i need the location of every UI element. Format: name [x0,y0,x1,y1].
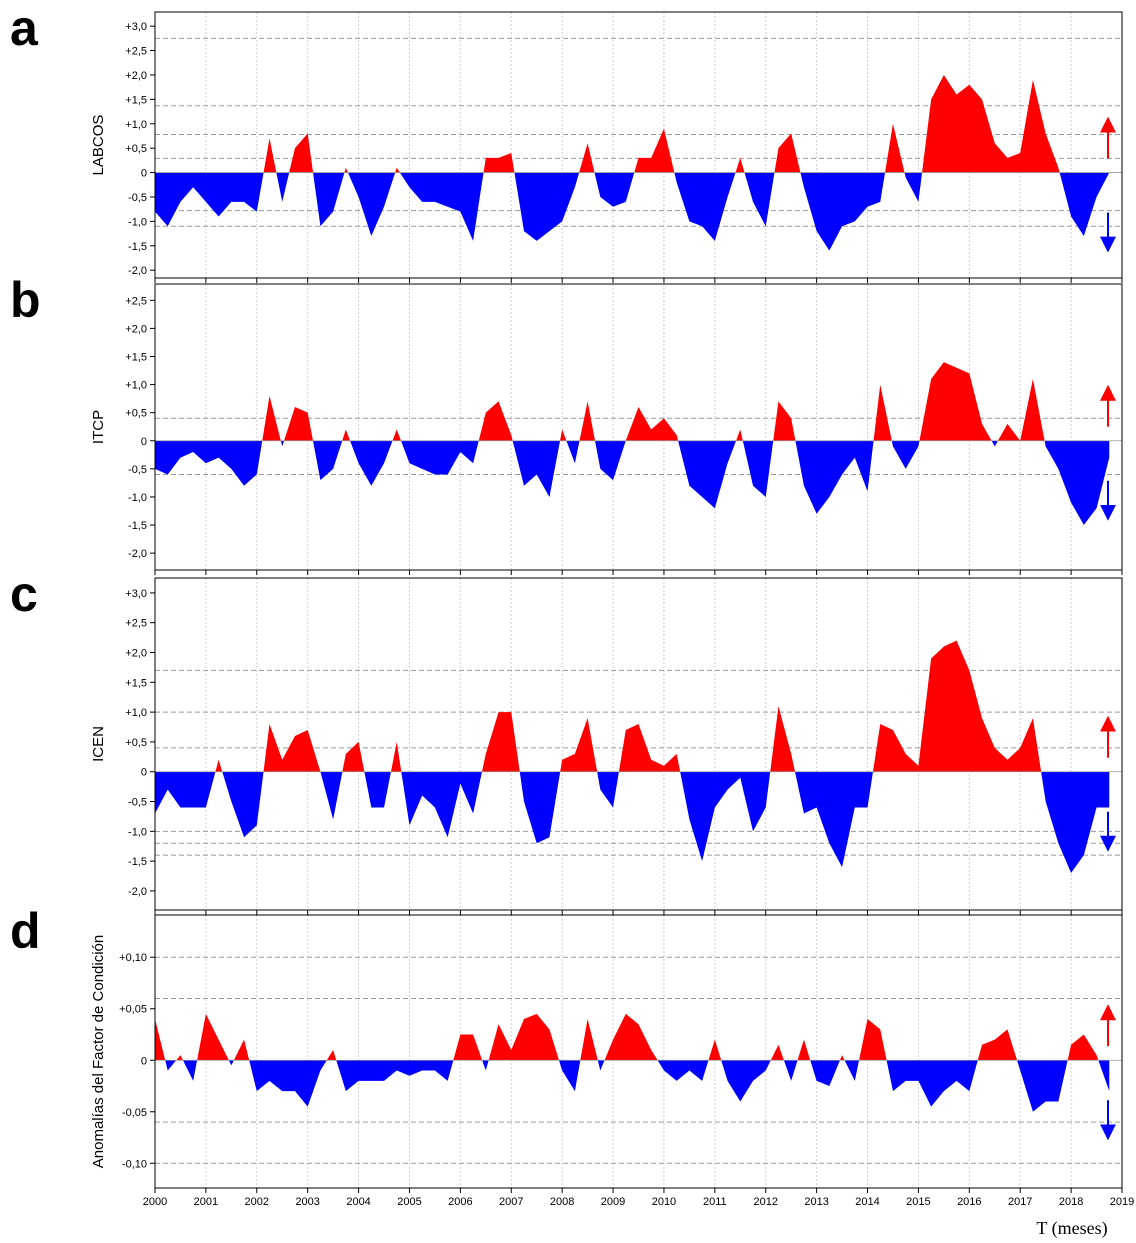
x-tick-label: 2001 [194,1196,218,1208]
y-tick-label: -0,5 [128,464,147,476]
x-tick-label: 2018 [1059,1196,1083,1208]
panel-letter: a [10,0,39,56]
y-tick-label: +1,5 [125,677,147,689]
y-tick-label: -1,0 [128,826,147,838]
x-tick-label: 2013 [804,1196,828,1208]
y-tick-label: 0 [141,436,147,448]
panel-letter: b [10,272,41,328]
area [155,1013,1110,1112]
plot-frame [154,11,1123,279]
y-tick-label: +0,05 [119,1004,147,1016]
x-tick-label: 2002 [245,1196,269,1208]
y-tick-label: +2,5 [125,46,147,58]
y-tick-label: +0,5 [125,143,147,155]
y-tick-label: +0,5 [125,737,147,749]
x-tick-label: 2015 [906,1196,930,1208]
plot-frame [154,283,1123,571]
y-tick-label: +1,0 [125,380,147,392]
y-tick-label: +2,0 [125,323,147,335]
x-tick-label: 2006 [448,1196,472,1208]
x-tick-label: 2004 [346,1196,370,1208]
x-tick-label: 2019 [1110,1196,1134,1208]
y-tick-label: -0,05 [122,1107,147,1119]
y-tick-label: +2,5 [125,618,147,630]
y-tick-label: -2,0 [128,265,147,277]
y-tick-label: 0 [141,767,147,779]
plot-frame [154,577,1123,911]
x-tick-label: 2012 [753,1196,777,1208]
y-tick-label: +2,5 [125,295,147,307]
y-tick-label: -1,5 [128,520,147,532]
x-tick-label: 2007 [499,1196,523,1208]
area [155,640,1110,874]
y-tick-label: +3,0 [125,21,147,33]
y-tick-label: 0 [141,1055,147,1067]
y-tick-label: -0,10 [122,1158,147,1170]
area [155,362,1110,526]
y-tick-label: -0,5 [128,192,147,204]
x-tick-label: 2009 [601,1196,625,1208]
y-tick-label: -2,0 [128,886,147,898]
x-tick-label: 2003 [295,1196,319,1208]
y-tick-label: +1,5 [125,351,147,363]
y-axis-label: Anomalías del Factor de Condición [90,935,107,1168]
y-tick-label: +2,0 [125,648,147,660]
y-tick-label: +1,5 [125,94,147,106]
panel-letter: c [10,566,38,622]
panel-letter: d [10,903,41,959]
y-tick-label: -1,0 [128,216,147,228]
x-tick-label: 2005 [397,1196,421,1208]
y-axis-label: ITCP [90,410,107,444]
y-tick-label: -1,5 [128,856,147,868]
y-tick-label: +0,10 [119,952,147,964]
x-tick-label: 2008 [550,1196,574,1208]
y-tick-label: -1,0 [128,492,147,504]
y-tick-label: -1,5 [128,241,147,253]
y-tick-label: -0,5 [128,797,147,809]
y-tick-label: +1,0 [125,707,147,719]
y-tick-label: +3,0 [125,588,147,600]
y-tick-label: +0,5 [125,408,147,420]
y-tick-label: -2,0 [128,548,147,560]
y-axis-label: ICEN [90,726,107,762]
y-axis-label: LABCOS [90,115,107,176]
area [155,74,1110,251]
x-tick-label: 2000 [143,1196,167,1208]
x-tick-label: 2010 [652,1196,676,1208]
y-tick-label: 0 [141,168,147,180]
x-tick-label: 2016 [957,1196,981,1208]
y-tick-label: +2,0 [125,70,147,82]
y-tick-label: +1,0 [125,119,147,131]
x-axis-label: T (meses) [1036,1218,1107,1238]
x-tick-label: 2011 [703,1196,727,1208]
plot-frame [154,914,1123,1189]
x-tick-label: 2014 [855,1196,879,1208]
x-tick-label: 2017 [1008,1196,1032,1208]
